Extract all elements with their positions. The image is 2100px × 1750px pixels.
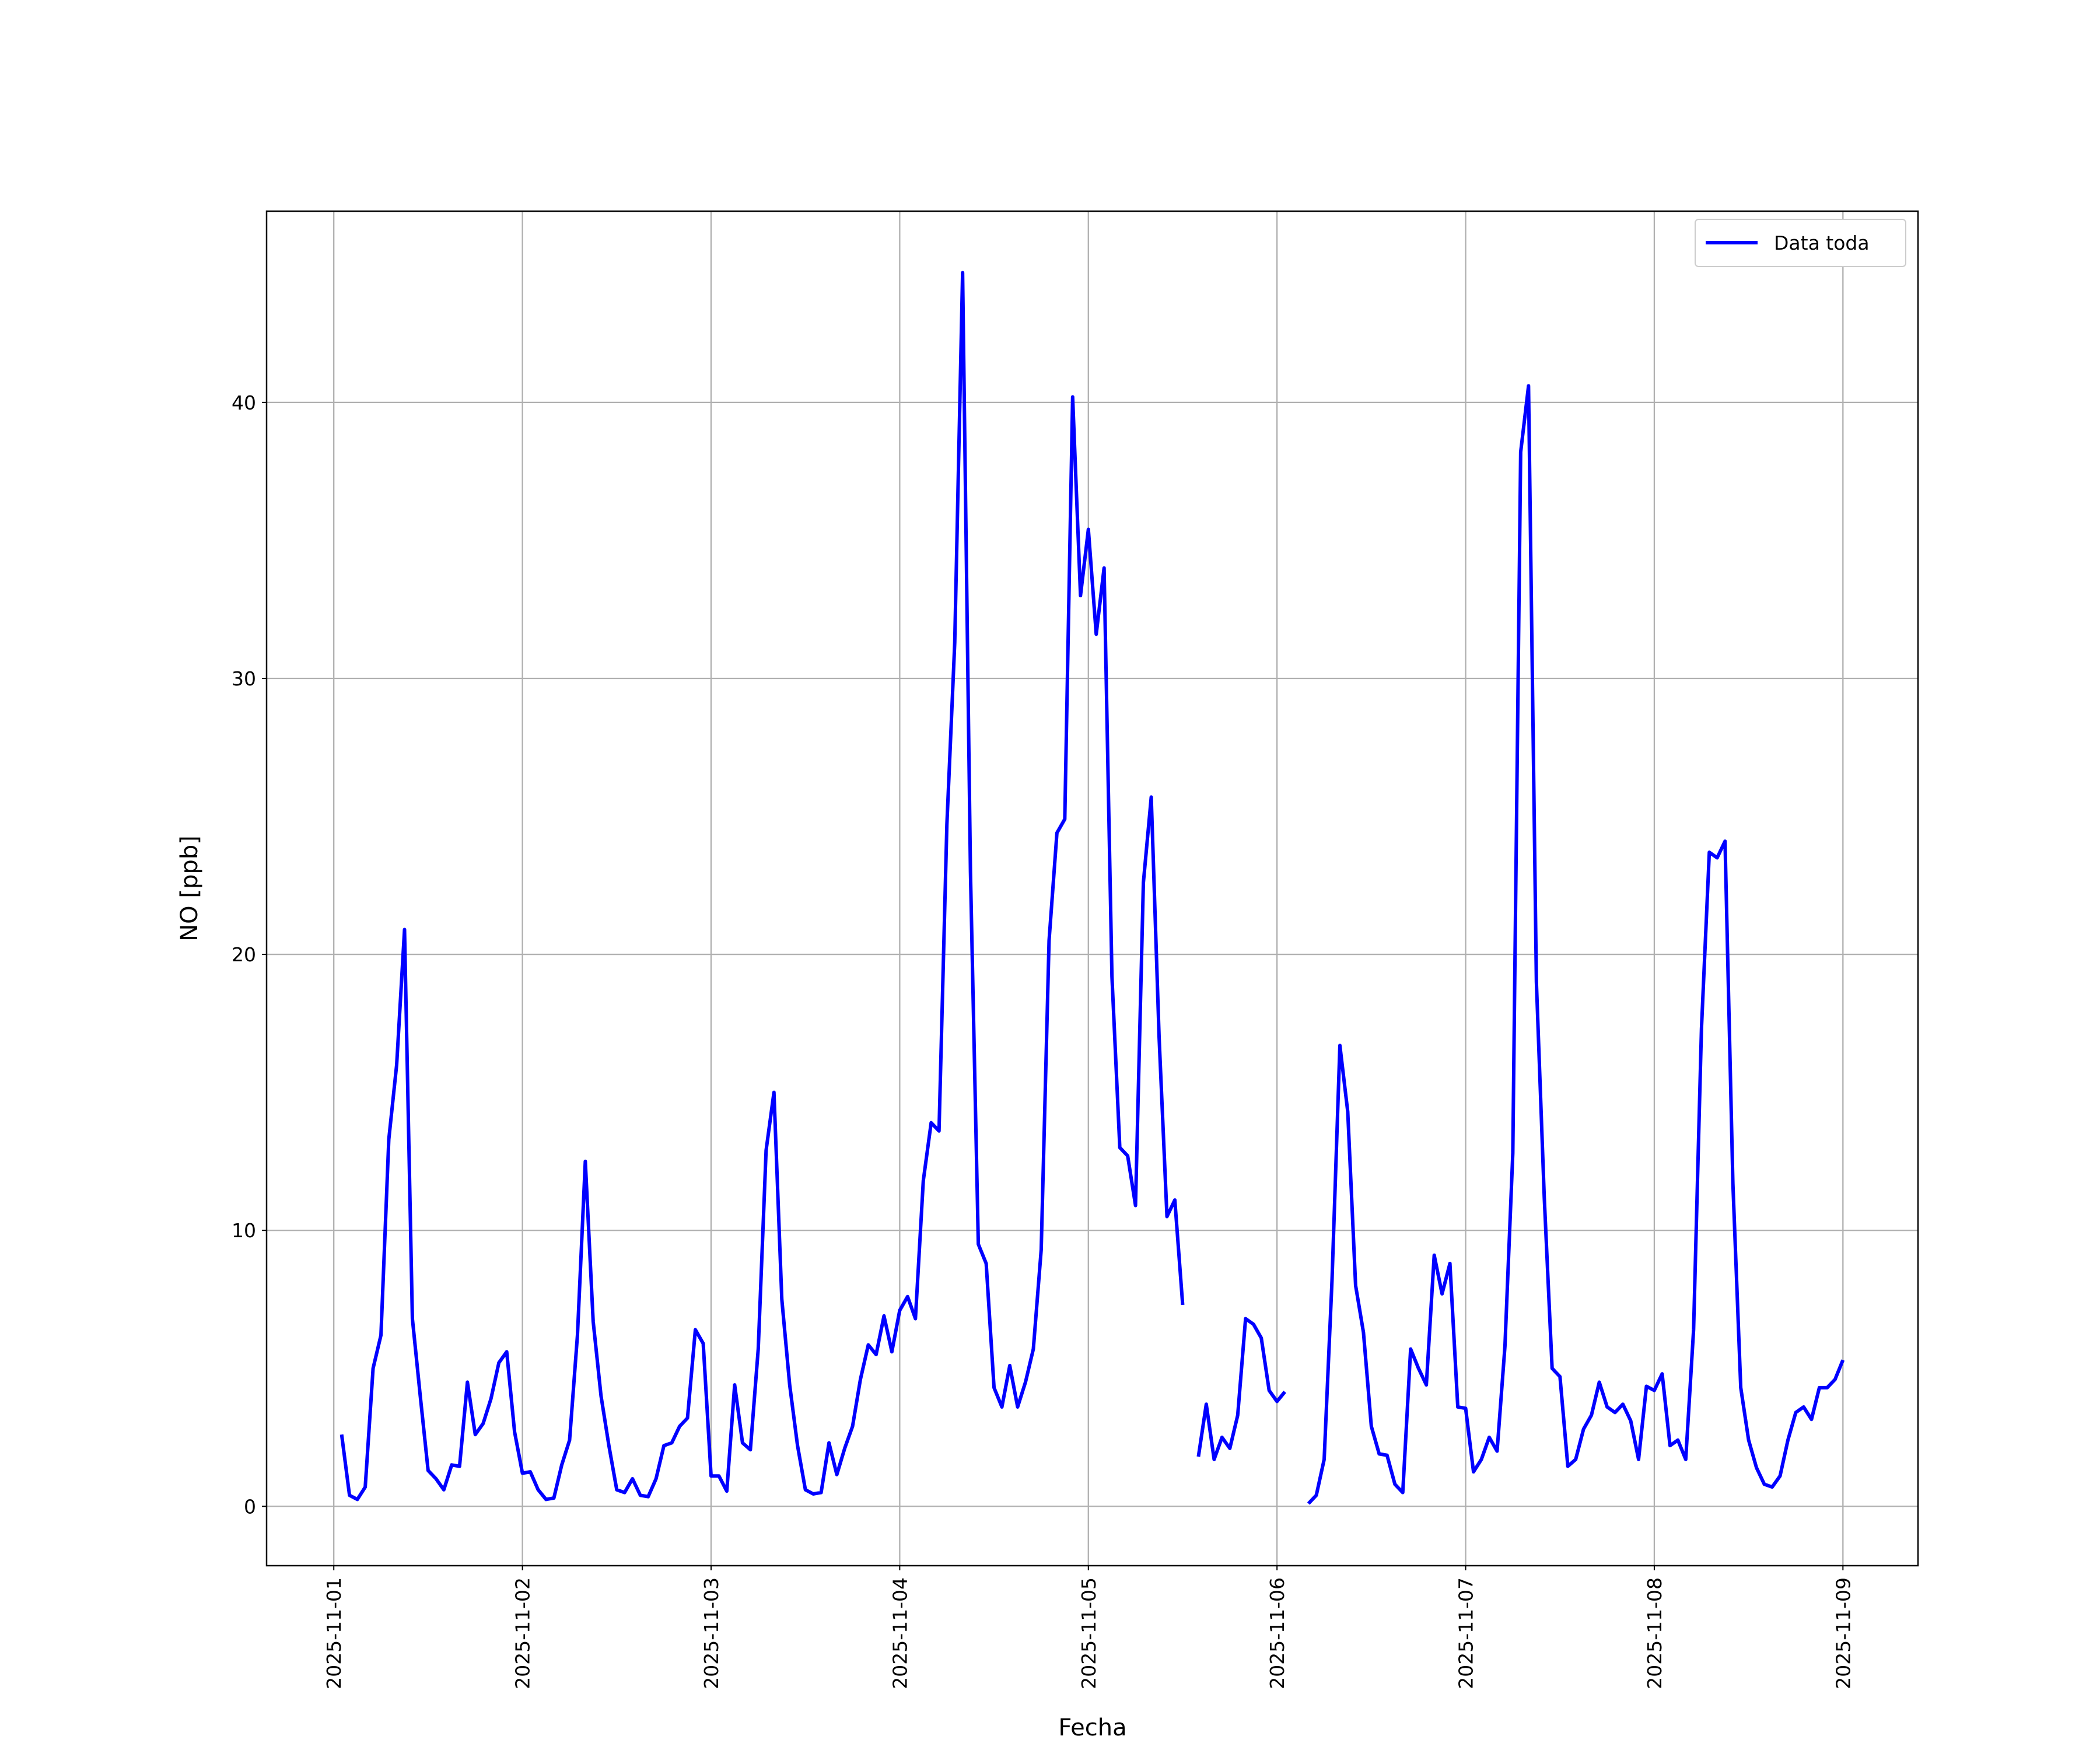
plot-frame	[265, 210, 1919, 1567]
x-tick-label: 2025-11-02	[512, 1577, 534, 1689]
x-tick-label: 2025-11-01	[323, 1577, 345, 1689]
y-axis-label: NO [ppb]	[176, 835, 203, 942]
legend-box	[1695, 219, 1906, 267]
y-tick-label: 30	[232, 667, 256, 690]
x-tick-label: 2025-11-08	[1643, 1577, 1666, 1689]
x-axis-label: Fecha	[1058, 1714, 1126, 1741]
y-tick-label: 20	[232, 943, 256, 966]
x-tick-label: 2025-11-06	[1266, 1577, 1289, 1689]
y-tick-label: 0	[244, 1495, 256, 1518]
x-tick-label: 2025-11-07	[1455, 1577, 1478, 1689]
y-tick-label: 10	[232, 1219, 256, 1242]
x-tick-label: 2025-11-05	[1077, 1577, 1100, 1689]
x-tick-label: 2025-11-09	[1832, 1577, 1854, 1689]
x-tick-label: 2025-11-04	[888, 1577, 911, 1689]
x-tick-label: 2025-11-03	[700, 1577, 723, 1689]
y-tick-label: 40	[232, 391, 256, 414]
data-line	[340, 271, 1845, 1505]
legend-label: Data toda	[1774, 232, 1870, 254]
legend: Data toda	[1695, 219, 1906, 267]
